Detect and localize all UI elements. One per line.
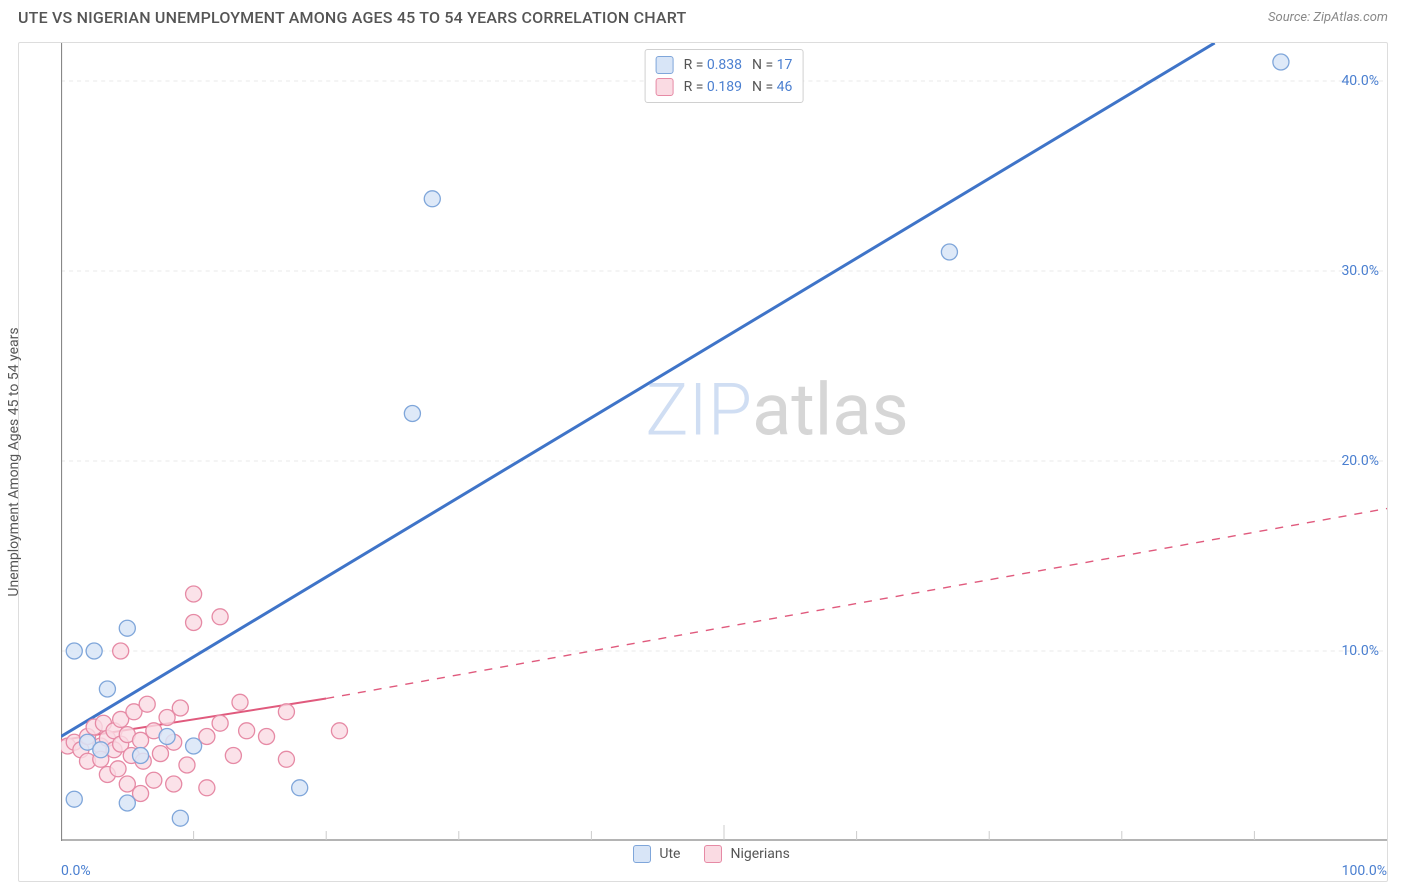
- legend-r: R = 0.838: [684, 57, 742, 73]
- scatter-plot-svg: [61, 43, 1387, 841]
- y-tick-label: 40.0%: [1341, 73, 1379, 89]
- legend-item: Nigerians: [704, 845, 789, 863]
- legend-swatch: [656, 56, 674, 74]
- legend-label: Ute: [659, 846, 680, 862]
- y-tick-label: 20.0%: [1341, 453, 1379, 469]
- legend-swatch: [656, 78, 674, 96]
- legend-r: R = 0.189: [684, 79, 742, 95]
- y-tick-label: 10.0%: [1341, 643, 1379, 659]
- x-tick-label: 0.0%: [61, 863, 91, 879]
- legend-stat-row: R = 0.189 N = 46: [656, 76, 793, 98]
- stats-legend: R = 0.838 N = 17 R = 0.189 N = 46: [645, 49, 804, 103]
- source-label: Source: ZipAtlas.com: [1268, 10, 1388, 25]
- legend-n: N = 46: [752, 79, 792, 95]
- legend-item: Ute: [633, 845, 680, 863]
- legend-n: N = 17: [752, 57, 792, 73]
- plot-area: ZIPatlas R = 0.838N = 17R = 0.189N = 46 …: [61, 43, 1387, 841]
- chart-container: Unemployment Among Ages 45 to 54 years Z…: [18, 42, 1388, 882]
- legend-swatch: [633, 845, 651, 863]
- chart-title: UTE VS NIGERIAN UNEMPLOYMENT AMONG AGES …: [18, 8, 686, 27]
- y-tick-label: 30.0%: [1341, 263, 1379, 279]
- y-axis-label: Unemployment Among Ages 45 to 54 years: [6, 327, 22, 596]
- x-axis-area: 0.0% 100.0% Ute Nigerians: [61, 841, 1387, 881]
- x-tick-label: 100.0%: [1342, 863, 1387, 879]
- series-legend: Ute Nigerians: [633, 845, 790, 863]
- legend-label: Nigerians: [730, 846, 789, 862]
- legend-stat-row: R = 0.838 N = 17: [656, 54, 793, 76]
- legend-swatch: [704, 845, 722, 863]
